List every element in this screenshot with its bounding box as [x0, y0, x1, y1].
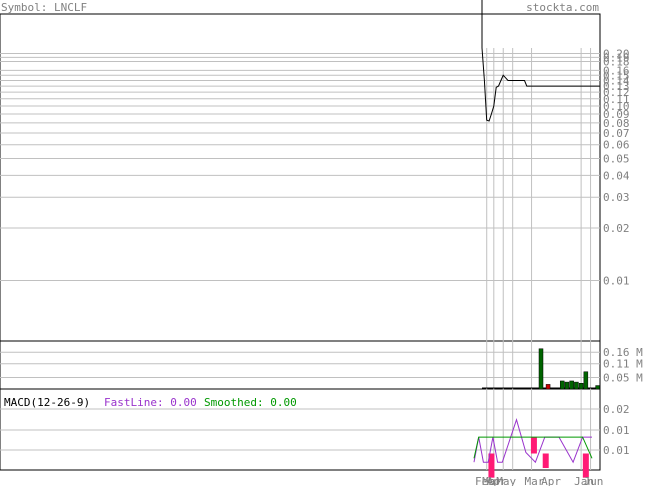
price-tick-label: 0.07: [603, 127, 630, 140]
volume-bar: [559, 380, 565, 390]
macd-histogram-bar: [582, 453, 589, 478]
volume-tick-label: 0.16 M: [603, 346, 643, 359]
price-tick-label: 0.12: [603, 86, 630, 99]
price-tick-label: 0.11: [603, 93, 630, 106]
price-tick-label: 0.08: [603, 117, 630, 130]
macd-title: MACD(12-26-9): [4, 396, 90, 409]
price-tick-label: 0.15: [603, 69, 630, 82]
price-tick-label: 0.03: [603, 191, 630, 204]
price-tick-label: 0.06: [603, 139, 630, 152]
macd-smoothed-label: Smoothed: 0.00: [204, 396, 297, 409]
macd-histogram-bar: [488, 453, 495, 478]
price-tick-label: 0.20: [603, 47, 630, 60]
macd-tick-label: 0.01: [603, 444, 630, 457]
macd-gridlines: [0, 408, 600, 451]
x-axis-label: Jan: [574, 475, 594, 486]
volume-bars: [538, 348, 600, 390]
price-gridlines: [0, 52, 600, 281]
macd-fast-line: [473, 418, 592, 464]
macd-axis-ticks: 0.02 0.01 0.01: [603, 403, 630, 457]
x-axis-label: Jun: [584, 475, 604, 486]
price-tick-label: 0.01: [603, 274, 630, 287]
price-tick-label: 0.13: [603, 80, 630, 93]
price-tick-label: 0.05: [603, 153, 630, 166]
macd-fast-label: FastLine: 0.00: [104, 396, 197, 409]
volume-bar: [583, 371, 589, 390]
volume-bar: [574, 381, 579, 390]
x-axis-label: Mar: [525, 475, 545, 486]
x-axis-label: Feb: [475, 475, 495, 486]
price-tick-label: 0.02: [603, 222, 630, 235]
x-axis-label: Apr: [541, 475, 561, 486]
volume-tick-label: 0.05 M: [603, 372, 643, 385]
price-axis-ticks: 0.200.190.180.160.150.140.130.120.110.10…: [603, 47, 630, 287]
x-axis-label: Apr: [487, 475, 507, 486]
macd-tick-label: 0.02: [603, 403, 630, 416]
price-panel-frame: [0, 13, 601, 342]
volume-bar: [578, 383, 584, 390]
volume-tick-label: 0.11 M: [603, 358, 643, 371]
price-tick-label: 0.09: [603, 108, 630, 121]
volume-bar: [569, 380, 574, 390]
volume-bar: [595, 385, 600, 390]
volume-panel-frame: [0, 340, 601, 390]
price-tick-label: 0.16: [603, 64, 630, 77]
macd-histogram: [488, 437, 589, 478]
macd-tick-label: 0.01: [603, 424, 630, 437]
x-axis-label: Mar: [482, 475, 502, 486]
price-tick-label: 0.04: [603, 169, 630, 182]
volume-gridlines: [0, 351, 600, 389]
site-label: stockta.com: [526, 1, 599, 14]
macd-histogram-bar: [530, 437, 537, 454]
volume-bar: [538, 348, 544, 390]
price-tick-label: 0.18: [603, 55, 630, 68]
x-axis-label: May: [496, 475, 516, 486]
vertical-gridlines: [486, 48, 592, 470]
macd-histogram-bar: [542, 453, 549, 468]
price-line: [481, 0, 600, 122]
volume-bar: [564, 381, 570, 390]
price-tick-label: 0.19: [603, 51, 630, 64]
symbol-label: Symbol: LNCLF: [1, 1, 87, 14]
price-tick-label: 0.10: [603, 100, 630, 113]
volume-axis-ticks: 0.16 M0.11 M0.05 M: [603, 346, 643, 384]
volume-bar: [545, 384, 551, 390]
macd-smoothed-line: [473, 436, 593, 459]
price-tick-label: 0.14: [603, 75, 630, 88]
